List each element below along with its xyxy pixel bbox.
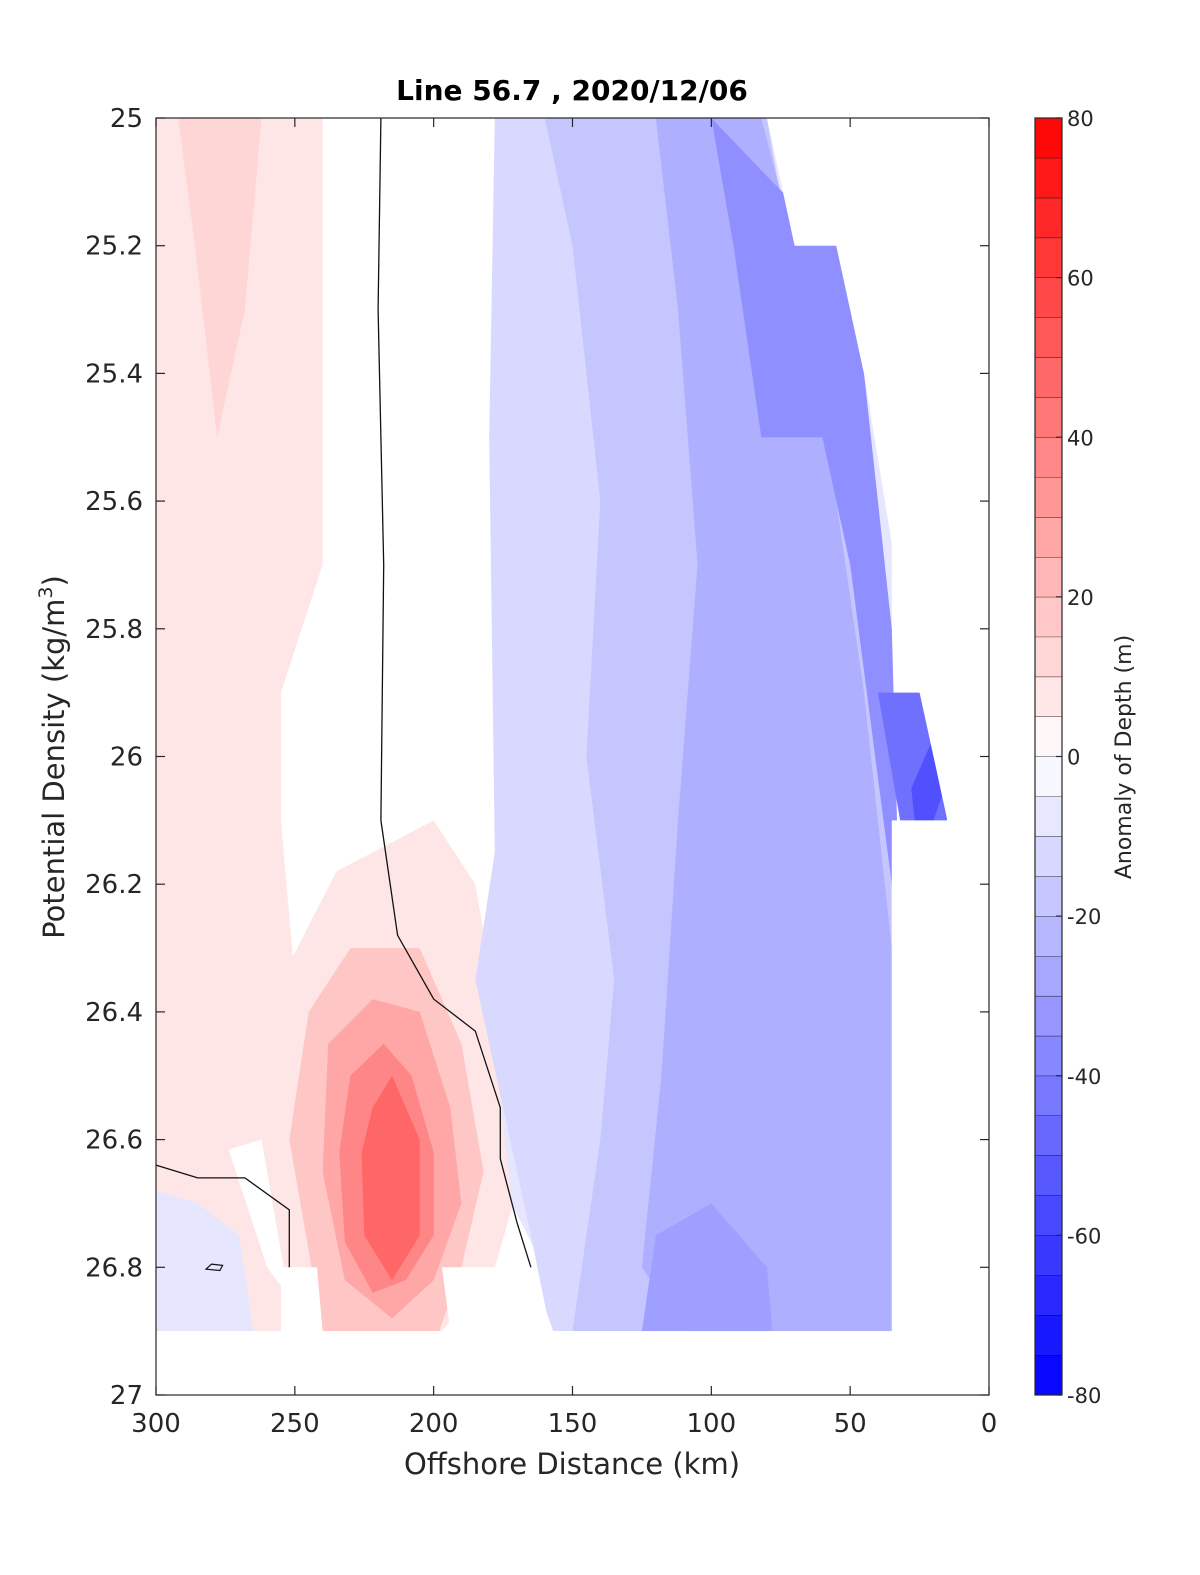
y-tick-label: 26.6 [85, 1126, 143, 1156]
colorbar-swatch [1035, 1275, 1062, 1316]
colorbar-tick-label: 0 [1067, 746, 1080, 770]
colorbar-tick-label: -20 [1067, 905, 1101, 929]
colorbar-swatch [1035, 1075, 1062, 1116]
colorbar-swatch [1035, 277, 1062, 318]
colorbar-tick-label: -80 [1067, 1384, 1101, 1408]
no-data-region [156, 1331, 989, 1395]
colorbar-swatch [1035, 1355, 1062, 1395]
x-tick-label: 250 [270, 1409, 320, 1439]
anomaly-region [156, 118, 323, 1172]
anomaly-region [361, 1075, 420, 1281]
colorbar-swatch [1035, 956, 1062, 996]
colorbar-swatch [1035, 836, 1062, 877]
colorbar-tick-label: -40 [1067, 1065, 1101, 1089]
colorbar-tick-label: 40 [1067, 426, 1094, 450]
y-axis-label: Potential Density (kg/m3) [35, 575, 71, 939]
x-tick-label: 0 [981, 1409, 998, 1439]
colorbar-tick-label: 20 [1067, 586, 1094, 610]
y-tick-label: 25 [110, 104, 143, 134]
x-axis-label: Offshore Distance (km) [404, 1447, 740, 1481]
x-tick-label: 200 [409, 1409, 459, 1439]
colorbar-swatch [1035, 118, 1062, 158]
y-tick-label: 26 [110, 743, 143, 773]
zero-contour-line [155, 1164, 290, 1268]
y-axis-label-superscript: 3 [35, 586, 57, 598]
colorbar-tick-label: 80 [1067, 107, 1094, 131]
plot-area [155, 117, 990, 1396]
x-tick-label: 150 [548, 1409, 598, 1439]
no-data-region [280, 1267, 323, 1332]
colorbar-swatch [1035, 157, 1062, 198]
colorbar-swatch [1035, 317, 1062, 358]
no-data-region [442, 1267, 554, 1332]
colorbar-swatch [1035, 1115, 1062, 1156]
colorbar-swatch [1035, 796, 1062, 837]
anomaly-region [641, 118, 892, 1332]
colorbar-swatch [1035, 1315, 1062, 1356]
y-tick-label: 25.8 [85, 615, 143, 645]
colorbar-swatch [1035, 876, 1062, 917]
zero-contour-loop [204, 1263, 224, 1272]
colorbar-swatch [1035, 517, 1062, 557]
x-tick-label: 300 [131, 1409, 181, 1439]
colorbar-swatch [1035, 197, 1062, 238]
colorbar-swatch [1035, 1195, 1062, 1236]
chart-title: Line 56.7 , 2020/12/06 [396, 74, 748, 107]
y-tick-label: 26.8 [85, 1253, 143, 1283]
colorbar-swatch [1035, 1155, 1062, 1196]
anomaly-region [156, 1190, 254, 1332]
colorbar-swatch [1035, 477, 1062, 518]
x-tick-label: 50 [834, 1409, 867, 1439]
colorbar-swatch [1035, 636, 1062, 677]
colorbar-swatch [1035, 995, 1062, 1036]
colorbar-swatch [1035, 437, 1062, 478]
y-tick-label: 25.4 [85, 359, 143, 389]
y-tick-label: 25.2 [85, 232, 143, 262]
y-tick-label: 26.4 [85, 998, 143, 1028]
colorbar-tick-label: 60 [1067, 267, 1094, 291]
colorbar: 80 60 40 20 0 -20 -40 -60 -80 [1034, 107, 1101, 1408]
y-tick-label: 26.2 [85, 870, 143, 900]
colorbar-swatch [1035, 556, 1062, 597]
colorbar-swatch [1035, 397, 1062, 438]
colorbar-swatch [1035, 1035, 1062, 1076]
x-axis: 300 250 200 150 100 50 0 [131, 118, 997, 1439]
colorbar-swatch [1035, 596, 1062, 637]
anomaly-region [156, 118, 262, 438]
zero-contour-line [377, 117, 532, 1268]
y-tick-label: 27 [110, 1381, 143, 1411]
colorbar-swatch [1035, 357, 1062, 398]
colorbar-label: Anomaly of Depth (m) [1112, 635, 1137, 879]
y-axis-label-close: ) [37, 575, 71, 586]
colorbar-swatch [1035, 756, 1062, 797]
colorbar-swatch [1035, 716, 1062, 757]
y-axis: 25 25.2 25.4 25.6 25.8 26 26.2 26.4 26.6 26.8 27 [85, 104, 989, 1411]
x-tick-label: 100 [687, 1409, 737, 1439]
colorbar-swatch [1035, 237, 1062, 278]
y-axis-label-main: Potential Density (kg/m [37, 599, 71, 939]
anomaly-region [711, 118, 906, 1140]
colorbar-tick-label: -60 [1067, 1224, 1101, 1248]
anomaly-region [641, 1203, 773, 1332]
colorbar-swatch [1035, 916, 1062, 957]
no-data-region [711, 118, 989, 1332]
colorbar-swatch [1035, 676, 1062, 717]
colorbar-swatch [1035, 1235, 1062, 1276]
y-tick-label: 25.6 [85, 487, 143, 517]
